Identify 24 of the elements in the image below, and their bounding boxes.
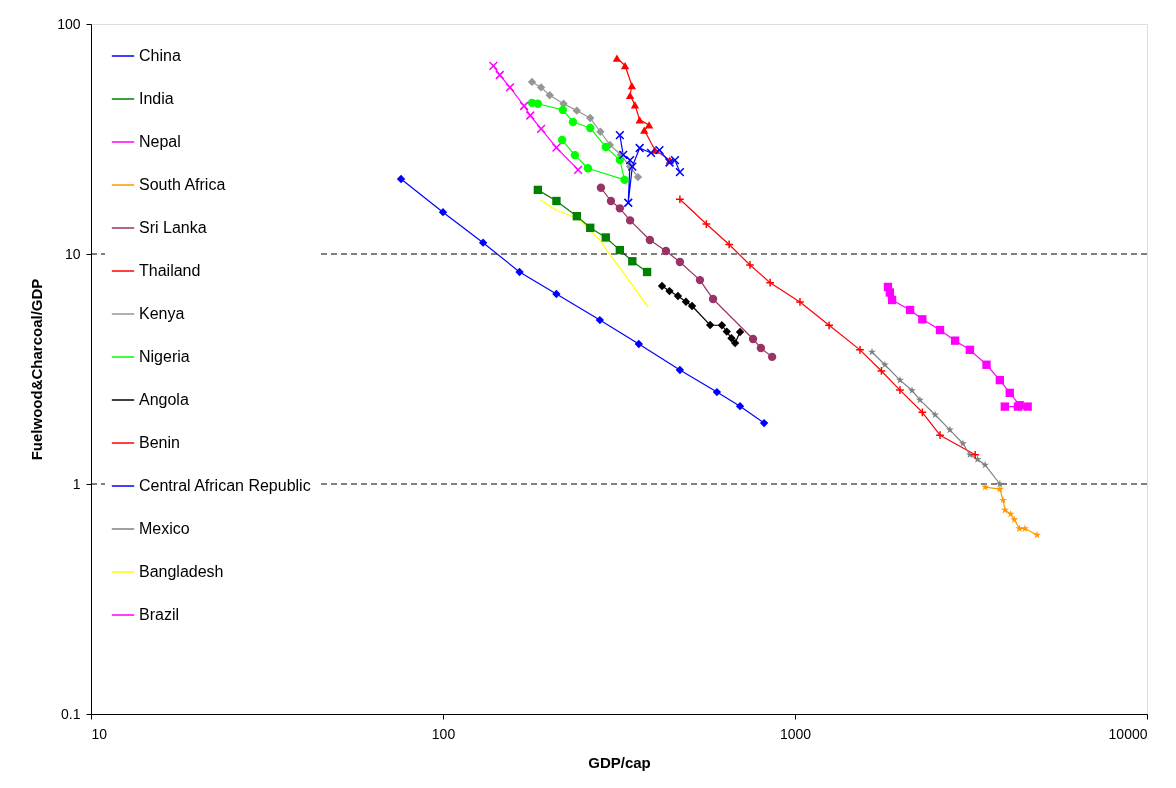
- legend-label: Thailand: [139, 262, 201, 279]
- legend-label: Angola: [139, 391, 189, 408]
- legend-label: Nigeria: [139, 348, 190, 365]
- legend-label: South Africa: [139, 176, 226, 193]
- y-tick-label: 10: [64, 245, 81, 262]
- x-tick-label: 10000: [1108, 725, 1148, 742]
- legend-label: Sri Lanka: [139, 219, 207, 236]
- y-tick-label: 100: [57, 15, 81, 32]
- y-tick-label: 0.1: [61, 705, 81, 722]
- legend-label: China: [139, 47, 181, 64]
- legend-label: Benin: [139, 434, 180, 451]
- legend-label: Central African Republic: [139, 477, 311, 494]
- y-tick-label: 1: [72, 475, 81, 492]
- y-axis-title: Fuelwood&Charcoal/GDP: [28, 278, 46, 461]
- x-tick-label: 10: [91, 725, 108, 742]
- legend-label: Kenya: [139, 305, 185, 322]
- x-tick-label: 100: [431, 725, 456, 742]
- x-axis-title: GDP/cap: [588, 753, 651, 771]
- legend-label: Bangladesh: [139, 563, 224, 580]
- legend-label: Mexico: [139, 520, 190, 537]
- legend-label: India: [139, 90, 174, 107]
- legend-label: Brazil: [139, 606, 180, 623]
- x-tick-label: 1000: [779, 725, 812, 742]
- legend-label: Nepal: [139, 133, 181, 150]
